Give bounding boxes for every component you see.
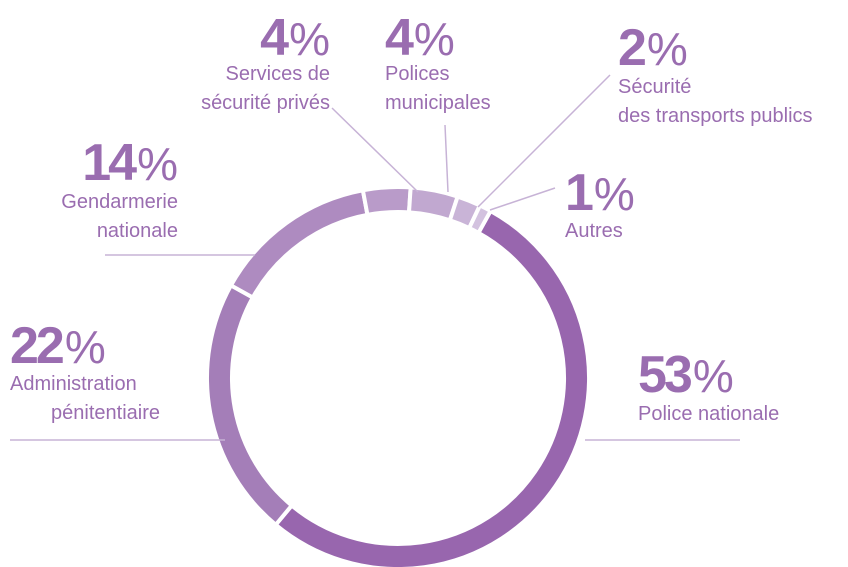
category-line: Autres <box>565 220 623 242</box>
donut-segment <box>360 185 413 218</box>
donut-segment <box>466 202 494 236</box>
category-label: Police nationale <box>638 403 779 425</box>
category-line: Gendarmerie <box>61 191 178 213</box>
value-label: 2% <box>618 19 688 77</box>
category-label: Services de sécurité privés <box>201 63 330 114</box>
category-line: Sécurité <box>618 76 691 98</box>
category-line: Polices <box>385 63 449 85</box>
value-label: 4% <box>260 9 330 67</box>
category-line: Services de <box>226 63 331 85</box>
category-line: Police nationale <box>638 403 779 425</box>
value-unit: % <box>137 138 178 190</box>
category-line: municipales <box>385 92 491 114</box>
leader-line <box>331 107 419 193</box>
value-number: 2 <box>618 19 645 77</box>
value-unit: % <box>414 13 455 65</box>
leader-line <box>444 124 449 193</box>
value-label: 22% <box>10 317 106 375</box>
category-label: Sécurité des transports publics <box>618 76 813 127</box>
value-number: 4 <box>385 9 414 67</box>
value-number: 4 <box>260 9 289 67</box>
value-unit: % <box>65 321 106 373</box>
value-unit: % <box>289 13 330 65</box>
value-number: 53 <box>638 346 692 404</box>
category-label: Autres <box>565 220 623 242</box>
leader-line <box>477 74 611 208</box>
value-unit: % <box>647 23 688 75</box>
category-label: Gendarmerie nationale <box>61 191 178 242</box>
value-unit: % <box>594 168 635 220</box>
category-label: Administration pénitentiaire <box>10 373 160 424</box>
donut-segment <box>272 208 591 567</box>
value-number: 1 <box>565 164 593 222</box>
value-number: 22 <box>10 317 63 375</box>
value-label: 4% <box>385 9 455 67</box>
value-label: 14% <box>82 134 178 192</box>
leader-line <box>489 187 556 211</box>
category-line: des transports publics <box>618 105 813 127</box>
category-line: nationale <box>97 220 178 242</box>
category-line: sécurité privés <box>201 92 330 114</box>
category-label: Polices municipales <box>385 63 491 114</box>
category-line: Administration <box>10 373 137 395</box>
value-number: 14 <box>82 134 137 192</box>
value-label: 53% <box>638 346 734 404</box>
donut-segment <box>228 187 370 301</box>
value-unit: % <box>693 350 734 402</box>
value-label: 1% <box>565 164 635 222</box>
category-line: pénitentiaire <box>51 402 160 424</box>
donut-segment <box>205 282 295 528</box>
